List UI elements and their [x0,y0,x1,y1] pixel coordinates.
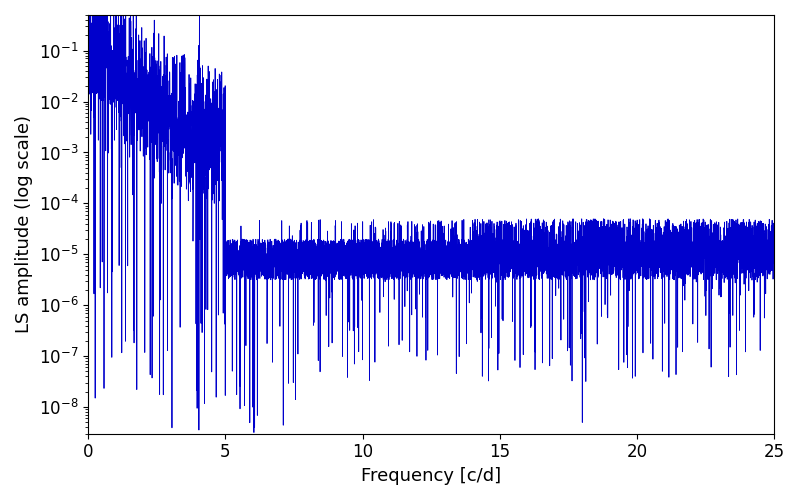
X-axis label: Frequency [c/d]: Frequency [c/d] [361,467,502,485]
Y-axis label: LS amplitude (log scale): LS amplitude (log scale) [15,116,33,334]
